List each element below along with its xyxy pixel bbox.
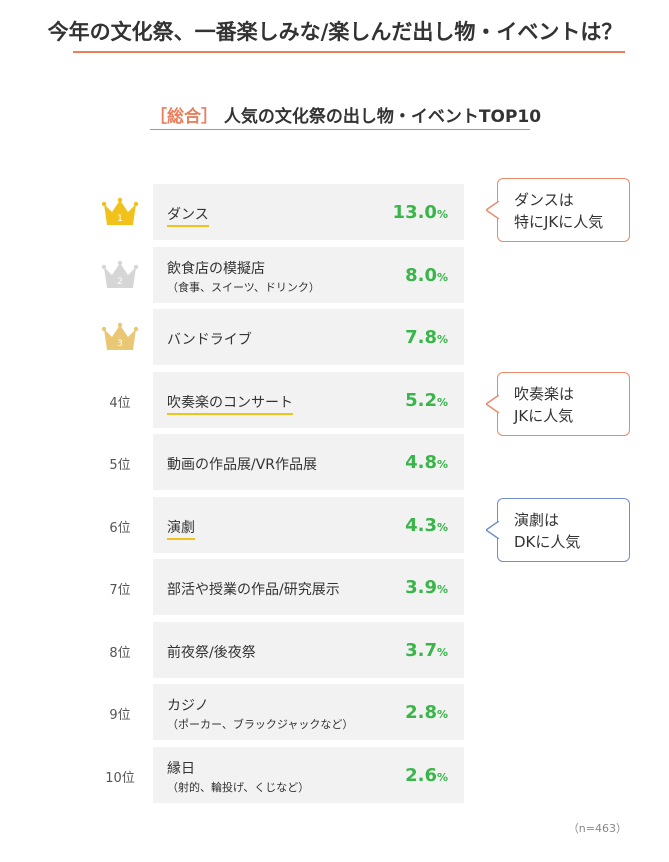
item-label: 縁日 — [167, 760, 195, 777]
table-row: 部活や授業の作品/研究展示 3.9% — [153, 559, 464, 615]
silver-crown-icon: 2 — [101, 260, 139, 288]
rank-cell: 3 — [92, 309, 148, 365]
value-number: 3.7 — [405, 639, 437, 661]
value-number: 7.8 — [405, 327, 437, 348]
table-row: 演劇 4.3% — [153, 496, 464, 553]
rank-label: 10位 — [105, 770, 135, 786]
value-number: 4.3 — [405, 514, 437, 536]
page-title: 今年の文化祭、一番楽しみな/楽しんだ出し物・イベントは？ — [47, 20, 623, 44]
item-value: 4.8% — [405, 452, 448, 473]
callout-tail-icon — [486, 521, 499, 539]
table-row: 吹奏楽のコンサート 5.2% — [153, 371, 464, 428]
subtitle-bracket-label: 総合 — [167, 107, 201, 127]
callout-tail-icon — [486, 395, 499, 413]
chart-subtitle: ［総合］ 人気の文化祭の出し物・イベントTOP10 — [150, 102, 541, 127]
subtitle-bracket-open: ［ — [150, 107, 167, 127]
rank-column: 1 2 3 4位 5位 6位 7位 8位 9位 10位 — [92, 184, 148, 809]
table-row: 飲食店の模擬店 （食事、スイーツ、ドリンク） 8.0% — [153, 246, 464, 303]
title-underline — [73, 51, 625, 53]
callout-tail-icon — [486, 201, 499, 219]
rank-label: 6位 — [109, 520, 131, 536]
table-row: 前夜祭/後夜祭 3.7% — [153, 621, 464, 678]
item-value: 8.0% — [405, 265, 448, 286]
value-unit: % — [436, 583, 448, 596]
rank-cell: 2 — [92, 247, 148, 303]
rank-number: 2 — [117, 277, 123, 287]
rank-label: 8位 — [109, 645, 131, 661]
rank-cell: 7位 — [92, 559, 148, 615]
rank-cell: 9位 — [92, 684, 148, 740]
item-sublabel: （射的、輪投げ、くじなど） — [167, 780, 310, 794]
rank-number: 3 — [117, 339, 123, 349]
rank-label: 9位 — [109, 708, 131, 723]
item-value: 7.8% — [405, 327, 448, 348]
value-number: 2.8 — [405, 702, 437, 723]
item-label: カジノ — [167, 698, 209, 714]
table-row: カジノ （ポーカー、ブラックジャックなど） 2.8% — [153, 684, 464, 740]
callout-dance: ダンスは 特にJKに人気 — [486, 178, 630, 242]
item-value: 3.9% — [405, 577, 448, 598]
rank-number: 1 — [117, 214, 123, 224]
callout-line-1: 吹奏楽は — [514, 385, 575, 403]
rank-cell: 4位 — [92, 372, 148, 428]
rank-label: 5位 — [109, 458, 131, 473]
callout-line-2: DKに人気 — [514, 533, 581, 551]
item-label: 部活や授業の作品/研究展示 — [167, 582, 340, 598]
value-unit: % — [436, 520, 448, 534]
item-label: 飲食店の模擬店 — [167, 260, 265, 277]
rank-label: 4位 — [109, 395, 131, 411]
item-value: 2.8% — [405, 702, 448, 723]
rank-cell: 1 — [92, 184, 148, 240]
item-label: 演劇 — [167, 517, 195, 540]
callout-line-1: 演劇は — [514, 511, 560, 529]
value-unit: % — [436, 708, 448, 721]
item-value: 5.2% — [405, 390, 448, 411]
item-label: ダンス — [167, 204, 209, 227]
value-unit: % — [436, 270, 448, 284]
subtitle-underline — [150, 129, 530, 130]
value-number: 8.0 — [405, 264, 437, 286]
callout-line-1: ダンスは — [514, 191, 574, 209]
item-value: 13.0% — [393, 202, 448, 223]
value-unit: % — [436, 333, 448, 346]
subtitle-text: 人気の文化祭の出し物・イベントTOP10 — [223, 107, 542, 127]
value-unit: % — [436, 395, 448, 409]
item-sublabel: （ポーカー、ブラックジャックなど） — [167, 718, 354, 731]
item-value: 3.7% — [405, 640, 448, 661]
table-row: ダンス 13.0% — [153, 184, 464, 240]
value-unit: % — [436, 208, 448, 221]
value-number: 3.9 — [405, 577, 437, 598]
callout-line-2: 特にJKに人気 — [514, 213, 604, 231]
item-sublabel: （食事、スイーツ、ドリンク） — [167, 280, 320, 294]
item-label: 動画の作品展/VR作品展 — [167, 457, 318, 473]
rank-cell: 5位 — [92, 434, 148, 490]
callout-brass-band: 吹奏楽は JKに人気 — [486, 372, 630, 436]
table-row: バンドライブ 7.8% — [153, 309, 464, 365]
subtitle-bracket-close: ］ — [201, 107, 218, 127]
rank-cell: 6位 — [92, 497, 148, 553]
item-label: バンドライブ — [167, 332, 252, 348]
ranking-table: ダンス 13.0% 飲食店の模擬店 （食事、スイーツ、ドリンク） 8.0% バンドライブ 7… — [153, 184, 464, 809]
item-value: 2.6% — [405, 765, 448, 786]
item-label: 前夜祭/後夜祭 — [167, 644, 256, 661]
item-label: 吹奏楽のコンサート — [167, 392, 293, 415]
table-row: 動画の作品展/VR作品展 4.8% — [153, 434, 464, 490]
value-number: 4.8 — [405, 452, 437, 473]
value-number: 13.0 — [392, 202, 437, 223]
value-number: 2.6 — [405, 764, 437, 786]
value-unit: % — [436, 458, 448, 471]
value-number: 5.2 — [405, 389, 437, 411]
sample-size-note: （n=463） — [567, 822, 627, 835]
rank-cell: 8位 — [92, 622, 148, 678]
value-unit: % — [436, 770, 448, 784]
bronze-crown-icon: 3 — [101, 322, 139, 350]
table-row: 縁日 （射的、輪投げ、くじなど） 2.6% — [153, 746, 464, 803]
rank-cell: 10位 — [92, 747, 148, 803]
item-value: 4.3% — [405, 515, 448, 536]
value-unit: % — [436, 645, 448, 659]
rank-label: 7位 — [109, 583, 131, 598]
callout-line-2: JKに人気 — [514, 407, 574, 425]
gold-crown-icon: 1 — [101, 197, 139, 225]
callout-drama: 演劇は DKに人気 — [486, 498, 630, 562]
